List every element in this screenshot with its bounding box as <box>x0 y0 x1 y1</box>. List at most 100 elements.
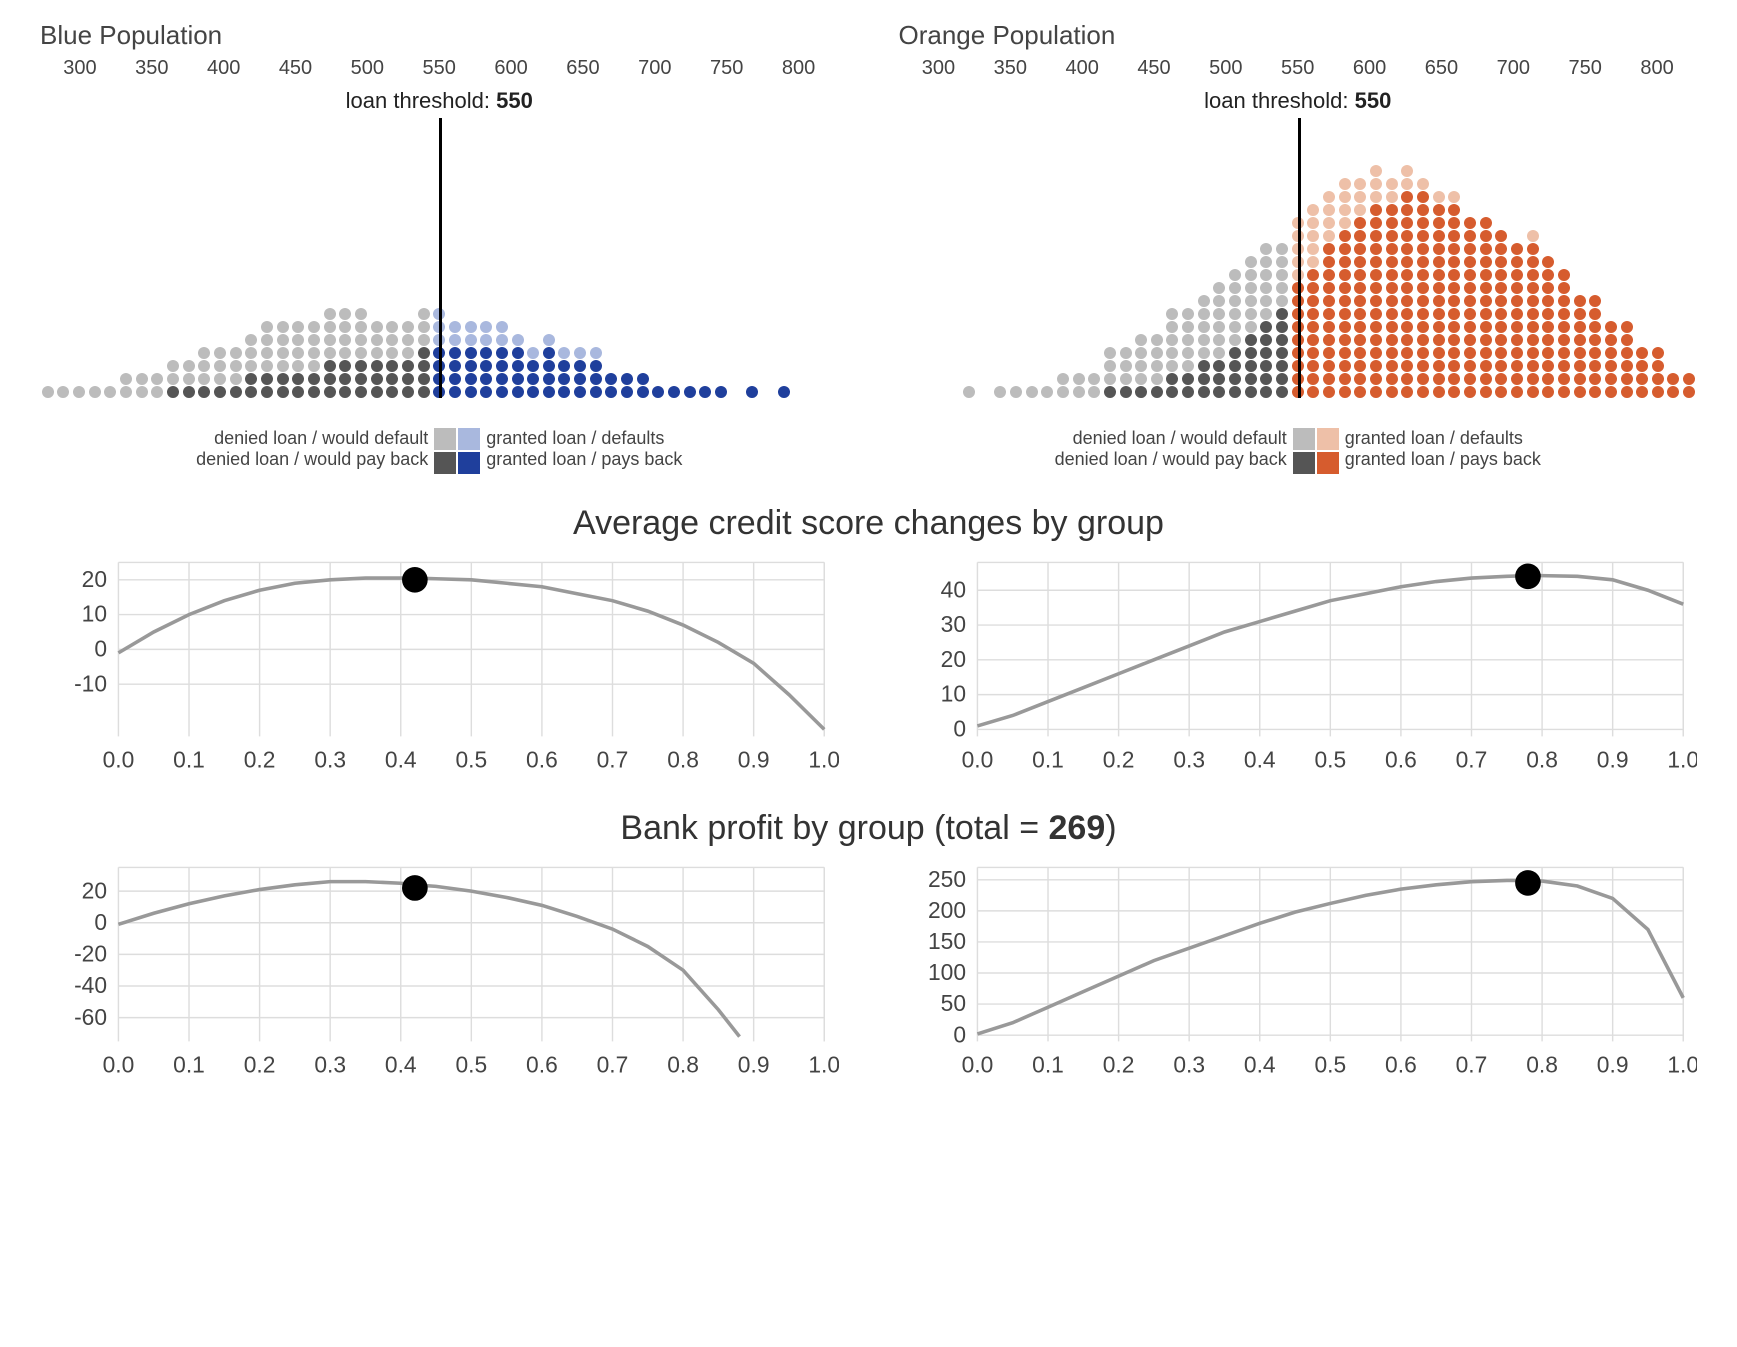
dot-default <box>1229 334 1241 346</box>
dot-payback <box>418 373 430 385</box>
blue-dotplot[interactable] <box>40 118 839 398</box>
dot-payback <box>1276 308 1288 320</box>
dot-default <box>1260 308 1272 320</box>
threshold-marker[interactable] <box>1515 563 1541 589</box>
svg-text:1.0: 1.0 <box>808 747 838 773</box>
dot-payback <box>1307 360 1319 372</box>
x-axis: 0.00.10.20.30.40.50.60.70.80.91.0 <box>103 747 839 773</box>
threshold-marker[interactable] <box>402 875 428 901</box>
svg-text:0.0: 0.0 <box>103 747 135 773</box>
dot-default <box>1151 373 1163 385</box>
dot-default <box>386 347 398 359</box>
dot-payback <box>1386 256 1398 268</box>
dot-payback <box>1683 373 1695 385</box>
dot-default <box>355 308 367 320</box>
dot-payback <box>1370 360 1382 372</box>
dot-payback <box>1605 373 1617 385</box>
dot-payback <box>512 386 524 398</box>
dot-column <box>1024 386 1040 398</box>
orange-score-chart-panel: 0102030400.00.10.20.30.40.50.60.70.80.91… <box>899 551 1698 779</box>
profit-title-prefix: Bank profit by group (total = <box>620 809 1048 847</box>
dot-payback <box>1417 243 1429 255</box>
svg-text:0.4: 0.4 <box>385 1052 417 1078</box>
dot-column <box>651 386 667 398</box>
dot-payback <box>1401 360 1413 372</box>
dot-default <box>465 321 477 333</box>
dot-column <box>1603 321 1619 398</box>
svg-text:0.5: 0.5 <box>1314 747 1346 773</box>
dot-default <box>1339 178 1351 190</box>
dot-payback <box>1354 334 1366 346</box>
dot-payback <box>1339 295 1351 307</box>
dot-payback <box>418 347 430 359</box>
dot-payback <box>1245 373 1257 385</box>
orange-threshold-line[interactable] <box>1298 118 1301 398</box>
dot-payback <box>1354 386 1366 398</box>
dot-payback <box>1213 386 1225 398</box>
dot-payback <box>1464 230 1476 242</box>
dot-default <box>277 347 289 359</box>
dot-payback <box>1464 308 1476 320</box>
dot-payback <box>1605 321 1617 333</box>
dot-payback <box>1480 321 1492 333</box>
dot-default <box>1151 360 1163 372</box>
dot-payback <box>1542 282 1554 294</box>
dot-payback <box>245 373 257 385</box>
dot-column <box>1540 256 1556 398</box>
dot-payback <box>1433 386 1445 398</box>
dot-column <box>306 321 322 398</box>
dot-default <box>1213 347 1225 359</box>
dot-default <box>1010 386 1022 398</box>
orange-dotplot[interactable] <box>899 118 1698 398</box>
dot-payback <box>574 373 586 385</box>
dot-default <box>292 347 304 359</box>
dot-payback <box>1448 204 1460 216</box>
dot-column <box>1008 386 1024 398</box>
dot-payback <box>1260 360 1272 372</box>
dot-payback <box>1370 373 1382 385</box>
dot-payback <box>1464 282 1476 294</box>
dot-payback <box>1621 373 1633 385</box>
svg-text:0.7: 0.7 <box>597 1052 629 1078</box>
dot-column <box>1227 269 1243 398</box>
dot-payback <box>402 360 414 372</box>
dot-payback <box>371 386 383 398</box>
dot-payback <box>496 386 508 398</box>
svg-text:0.8: 0.8 <box>1526 747 1558 773</box>
blue-threshold-line[interactable] <box>439 118 442 398</box>
dot-payback <box>1370 334 1382 346</box>
dot-payback <box>1339 360 1351 372</box>
dot-payback <box>1448 308 1460 320</box>
dot-payback <box>1386 347 1398 359</box>
dot-payback <box>1589 373 1601 385</box>
axis-tick: 750 <box>691 57 763 80</box>
dot-column <box>1243 256 1259 398</box>
dot-default <box>1120 373 1132 385</box>
dot-payback <box>1229 386 1241 398</box>
dot-default <box>73 386 85 398</box>
dot-payback <box>1323 373 1335 385</box>
dot-payback <box>1605 347 1617 359</box>
dot-payback <box>355 386 367 398</box>
dot-payback <box>1448 386 1460 398</box>
dot-payback <box>1166 373 1178 385</box>
dot-payback <box>1307 373 1319 385</box>
threshold-marker[interactable] <box>1515 870 1541 896</box>
dot-column <box>557 347 573 398</box>
dot-default <box>1245 321 1257 333</box>
dot-payback <box>1386 243 1398 255</box>
threshold-marker[interactable] <box>402 567 428 593</box>
blue-population-title: Blue Population <box>40 20 839 51</box>
dot-column <box>87 386 103 398</box>
dot-column <box>1165 308 1181 398</box>
svg-text:0: 0 <box>94 909 107 935</box>
dot-default <box>1245 295 1257 307</box>
blue-score-chart-panel: -10010200.00.10.20.30.40.50.60.70.80.91.… <box>40 551 839 779</box>
orange-threshold-label: loan threshold: 550 <box>899 88 1698 114</box>
legend-denied-default: denied loan / would default <box>1055 428 1287 449</box>
svg-text:0: 0 <box>953 1021 966 1047</box>
svg-text:0.8: 0.8 <box>667 747 699 773</box>
dot-default <box>1198 321 1210 333</box>
dot-default <box>277 334 289 346</box>
dot-payback <box>1448 230 1460 242</box>
